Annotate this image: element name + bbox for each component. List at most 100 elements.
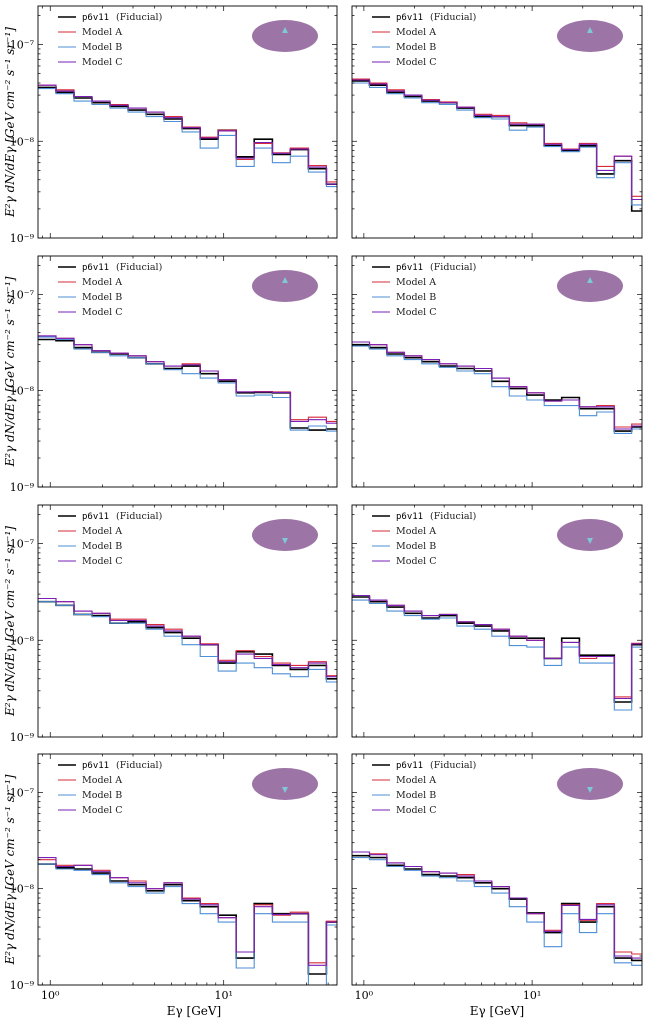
legend-label-fiducial-code: p6v11 — [396, 512, 423, 522]
legend-label-model-b: Model B — [82, 42, 122, 53]
legend-label-model-c: Model C — [82, 556, 122, 567]
panel-frame — [351, 5, 643, 239]
series-group — [38, 335, 337, 432]
series-line-model-a — [352, 78, 642, 197]
legend-label-model-b: Model B — [396, 292, 436, 303]
legend-label-fiducial-code: p6v11 — [82, 512, 109, 522]
sky-map-ellipse — [252, 270, 318, 302]
panel-1: 10⁻⁷ 10⁻⁸ 10⁻⁹ E²γ dN/dEγ [GeV cm⁻² s⁻¹ sr⁻… — [3, 5, 338, 245]
sky-map-ellipse — [252, 519, 318, 551]
y-tick-label: 10⁻⁹ — [10, 979, 35, 992]
y-tick-label: 10⁻⁸ — [10, 883, 35, 896]
series-line-model-c — [38, 597, 337, 678]
legend-label-fiducial-code: p6v11 — [396, 263, 423, 273]
legend-label-model-c: Model C — [82, 307, 122, 318]
roi-marker-icon — [282, 787, 288, 793]
series-group — [38, 857, 337, 985]
legend: p6v11 (Fiducial) Model A Model B Model C — [372, 262, 476, 318]
legend-label-model-b: Model B — [396, 42, 436, 53]
legend-label-model-a: Model A — [82, 27, 122, 38]
series-line-model-c — [352, 594, 642, 700]
legend-label-fiducial-suffix: (Fiducial) — [116, 262, 162, 273]
panel-7: 10⁻⁷ 10⁻⁸ 10⁻⁹ E²γ dN/dEγ [GeV cm⁻² s⁻¹ sr⁻… — [3, 753, 338, 1002]
sky-map-ellipse — [557, 768, 623, 800]
y-tick-label: 10⁻⁷ — [10, 786, 35, 799]
roi-marker-icon — [282, 27, 288, 33]
legend-label-model-c: Model C — [82, 57, 122, 68]
sky-map-ellipse — [557, 519, 623, 551]
legend-label-model-b: Model B — [82, 541, 122, 552]
panel-frame — [351, 255, 643, 488]
series-line-fiducial — [352, 343, 642, 432]
series-line-fiducial — [38, 86, 337, 185]
x-tick-label: 10¹ — [214, 989, 232, 1002]
y-tick-label: 10⁻⁹ — [10, 731, 35, 744]
series-line-model-c — [352, 79, 642, 201]
y-tick-label: 10⁻⁷ — [10, 288, 35, 301]
legend-label-model-a: Model A — [396, 277, 436, 288]
legend: p6v11 (Fiducial) Model A Model B Model C — [372, 511, 476, 567]
series-line-model-b — [38, 88, 337, 188]
legend-label-model-a: Model A — [82, 526, 122, 537]
legend: p6v11 (Fiducial) Model A Model B Model C — [58, 262, 162, 318]
legend-label-model-b: Model B — [396, 541, 436, 552]
legend-label-fiducial-suffix: (Fiducial) — [430, 12, 476, 23]
sky-map-ellipse — [252, 768, 318, 800]
legend: p6v11 (Fiducial) Model A Model B Model C — [58, 511, 162, 567]
legend-label-fiducial-suffix: (Fiducial) — [430, 511, 476, 522]
legend-label-model-c: Model C — [396, 57, 436, 68]
series-line-fiducial — [38, 338, 337, 431]
series-line-model-b — [352, 82, 642, 206]
legend-label-model-c: Model C — [396, 556, 436, 567]
series-line-model-c — [38, 335, 337, 424]
roi-marker-icon — [282, 538, 288, 544]
sky-map-ellipse — [557, 20, 623, 52]
legend-label-model-b: Model B — [82, 790, 122, 801]
legend: p6v11 (Fiducial) Model A Model B Model C — [58, 760, 162, 816]
series-line-fiducial — [352, 80, 642, 212]
series-line-fiducial — [352, 596, 642, 703]
roi-marker-icon — [587, 538, 593, 544]
panel-6: p6v11 (Fiducial) Model A Model B Model C — [351, 504, 643, 738]
x-axis-label-left: Eγ [GeV] — [167, 1004, 221, 1018]
series-group — [352, 78, 642, 212]
legend-label-fiducial-code: p6v11 — [396, 13, 423, 23]
series-line-model-b — [352, 599, 642, 711]
legend-label-model-a: Model A — [396, 27, 436, 38]
sky-map-ellipse — [557, 270, 623, 302]
roi-marker-icon — [587, 787, 593, 793]
series-line-model-a — [352, 851, 642, 955]
panel-3: 10⁻⁷ 10⁻⁸ 10⁻⁹ E²γ dN/dEγ [GeV cm⁻² s⁻¹ sr⁻… — [3, 255, 338, 494]
y-tick-label: 10⁻⁷ — [10, 39, 35, 52]
series-line-model-a — [38, 859, 337, 964]
legend-label-model-a: Model A — [82, 775, 122, 786]
series-group — [352, 594, 642, 711]
x-tick-label: 10¹ — [523, 989, 541, 1002]
panel-frame — [37, 5, 338, 239]
panel-frame — [351, 753, 643, 986]
roi-marker-icon — [587, 277, 593, 283]
y-axis-label: E²γ dN/dEγ [GeV cm⁻² s⁻¹ sr⁻¹] — [3, 27, 17, 218]
panel-5: 10⁻⁷ 10⁻⁸ 10⁻⁹ E²γ dN/dEγ [GeV cm⁻² s⁻¹ sr⁻… — [3, 504, 338, 744]
panel-frame — [37, 753, 338, 986]
series-line-model-c — [352, 341, 642, 430]
legend-label-model-c: Model C — [82, 805, 122, 816]
series-line-model-b — [38, 863, 337, 985]
y-tick-label: 10⁻⁸ — [10, 634, 35, 647]
sky-map-ellipse — [252, 20, 318, 52]
y-axis-label: E²γ dN/dEγ [GeV cm⁻² s⁻¹ sr⁻¹] — [3, 526, 17, 717]
series-line-model-c — [38, 84, 337, 185]
series-group — [352, 341, 642, 434]
series-line-fiducial — [38, 863, 337, 975]
roi-marker-icon — [587, 27, 593, 33]
series-group — [38, 597, 337, 683]
y-tick-label: 10⁻⁸ — [10, 385, 35, 398]
series-line-model-b — [38, 336, 337, 432]
panel-frame — [37, 255, 338, 488]
y-tick-label: 10⁻⁹ — [10, 232, 35, 245]
legend-label-model-b: Model B — [396, 790, 436, 801]
panel-frame — [351, 504, 643, 738]
legend-label-model-a: Model A — [396, 775, 436, 786]
legend-label-fiducial-code: p6v11 — [396, 761, 423, 771]
